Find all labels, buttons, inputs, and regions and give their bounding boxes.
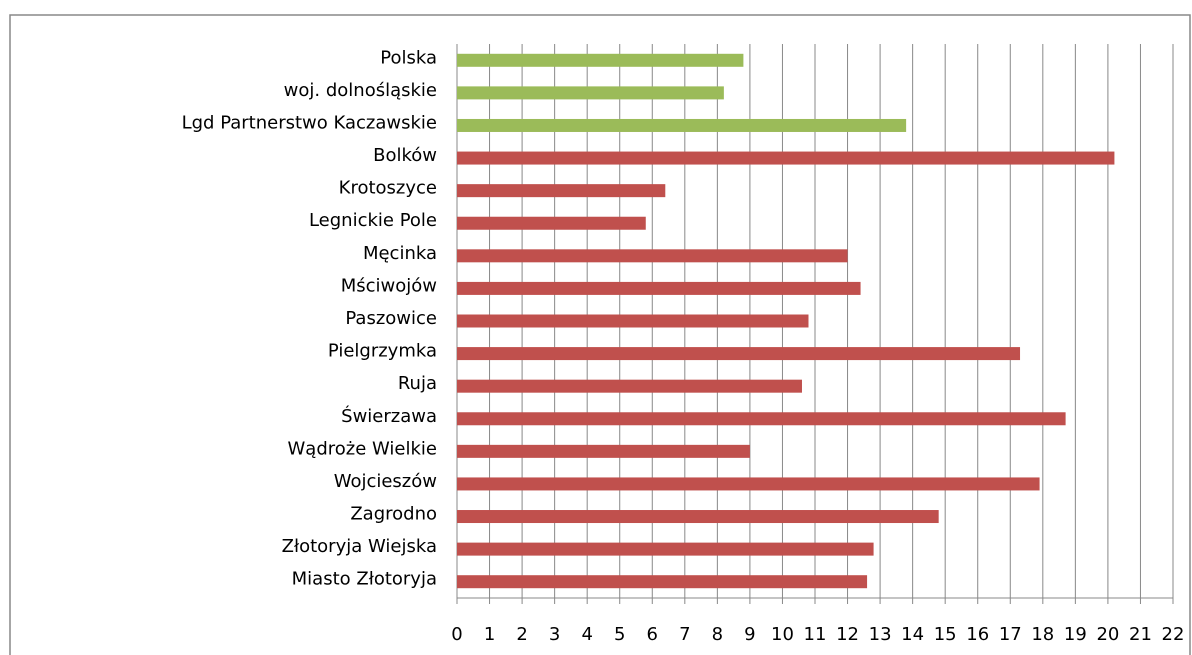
bar	[457, 184, 666, 198]
y-tick-label: Paszowice	[345, 308, 437, 329]
y-tick-label: Męcinka	[363, 243, 437, 264]
x-tick-label: 0	[451, 624, 462, 645]
y-tick-label: Krotoszyce	[339, 178, 437, 199]
x-tick-label: 4	[581, 624, 592, 645]
y-tick-label: Bolków	[373, 145, 437, 166]
x-tick-label: 5	[614, 624, 625, 645]
x-tick-label: 6	[647, 624, 658, 645]
y-tick-label: woj. dolnośląskie	[284, 80, 437, 101]
bar	[457, 542, 874, 556]
bar	[457, 118, 907, 132]
x-tick-label: 7	[679, 624, 690, 645]
x-tick-label: 20	[1096, 624, 1119, 645]
bar	[457, 314, 809, 328]
x-tick-label: 17	[999, 624, 1022, 645]
y-tick-label: Polska	[380, 47, 437, 68]
bar	[457, 510, 939, 524]
y-tick-label: Mściwojów	[341, 275, 437, 296]
bar	[457, 216, 646, 230]
x-tick-label: 14	[901, 624, 924, 645]
y-tick-label: Pielgrzymka	[328, 341, 437, 362]
bar	[457, 444, 750, 458]
x-tick-label: 2	[516, 624, 527, 645]
bar	[457, 379, 802, 393]
x-tick-label: 11	[804, 624, 827, 645]
x-tick-label: 16	[966, 624, 989, 645]
bar	[457, 412, 1066, 426]
bar	[457, 249, 848, 263]
x-tick-label: 8	[712, 624, 723, 645]
y-tick-label: Zagrodno	[350, 504, 437, 525]
x-tick-label: 3	[549, 624, 560, 645]
x-tick-label: 12	[836, 624, 859, 645]
y-tick-label: Złotoryja Wiejska	[282, 536, 437, 557]
bar	[457, 53, 744, 67]
x-tick-label: 22	[1162, 624, 1185, 645]
x-tick-label: 1	[484, 624, 495, 645]
bar	[457, 281, 861, 295]
x-tick-label: 9	[744, 624, 755, 645]
x-tick-label: 21	[1129, 624, 1152, 645]
y-tick-label: Miasto Złotoryja	[292, 569, 437, 590]
bar	[457, 347, 1021, 361]
x-tick-label: 10	[771, 624, 794, 645]
x-tick-label: 15	[934, 624, 957, 645]
bar	[457, 151, 1115, 165]
x-tick-label: 18	[1031, 624, 1054, 645]
y-tick-label: Legnickie Pole	[309, 210, 437, 231]
y-tick-label: Wojcieszów	[334, 471, 437, 492]
y-tick-label: Świerzawa	[341, 405, 437, 427]
x-tick-label: 19	[1064, 624, 1087, 645]
y-tick-label: Wądroże Wielkie	[288, 438, 438, 459]
y-tick-label: Ruja	[398, 373, 437, 394]
chart-frame	[9, 14, 1191, 655]
bar	[457, 575, 868, 589]
x-tick-label: 13	[869, 624, 892, 645]
y-tick-label: Lgd Partnerstwo Kaczawskie	[182, 112, 437, 133]
bar	[457, 86, 724, 100]
bar	[457, 477, 1040, 491]
